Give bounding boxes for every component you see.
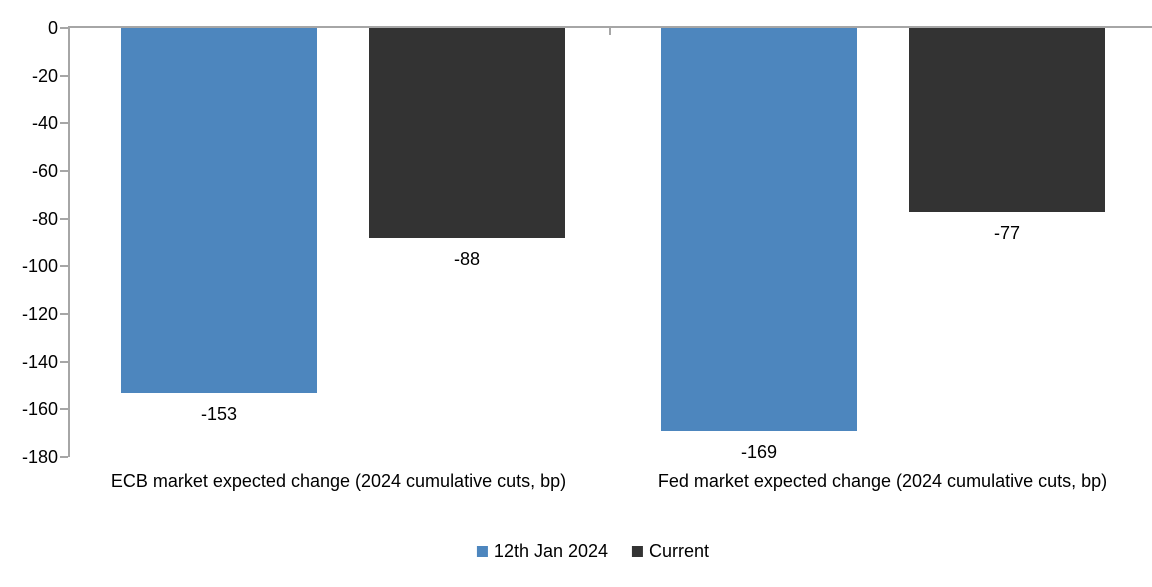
y-tick-mark xyxy=(60,74,68,77)
bar-value-label: -169 xyxy=(740,442,778,462)
y-tick-label: -140 xyxy=(21,351,58,372)
y-tick-label: -60 xyxy=(31,161,58,181)
bar-value-label: -77 xyxy=(993,223,1020,243)
y-tick-label: -20 xyxy=(31,65,58,86)
y-tick-label: -160 xyxy=(21,399,58,420)
bar-value-label: -153 xyxy=(200,404,238,424)
y-tick-label: -100 xyxy=(21,256,58,277)
y-tick-label: -40 xyxy=(31,113,58,134)
bar: -169 xyxy=(661,28,857,462)
y-tick-mark xyxy=(60,27,68,29)
legend: 12th Jan 2024 Current xyxy=(476,541,709,561)
y-tick-mark xyxy=(60,265,68,268)
legend-swatch-current xyxy=(632,545,644,557)
y-tick-label: -120 xyxy=(21,304,58,324)
legend-item-current: Current xyxy=(632,541,709,561)
y-tick-label: -80 xyxy=(31,208,58,229)
legend-label-current: Current xyxy=(649,541,710,561)
legend-item-12th-jan-2024: 12th Jan 2024 xyxy=(476,541,609,561)
y-tick-mark xyxy=(60,456,68,458)
category-label-ecb: ECB market expected change (2024 cumulat… xyxy=(110,471,567,491)
y-tick-label: -180 xyxy=(21,447,58,467)
legend-label-12th-jan-2024: 12th Jan 2024 xyxy=(493,541,609,561)
y-tick-mark xyxy=(60,122,68,125)
legend-swatch-12th-jan-2024 xyxy=(476,545,488,557)
y-tick-mark xyxy=(60,313,68,315)
y-axis-line xyxy=(68,26,70,457)
bar: -153 xyxy=(121,28,317,424)
category-label-fed: Fed market expected change (2024 cumulat… xyxy=(657,471,1108,491)
category-separator-tick xyxy=(609,28,611,35)
x-axis-zero-line xyxy=(70,26,1152,28)
y-tick-mark xyxy=(60,360,68,363)
y-tick-mark xyxy=(60,217,68,220)
y-tick-mark xyxy=(60,408,68,411)
bar: -77 xyxy=(909,28,1105,243)
bar-value-label: -88 xyxy=(453,249,480,269)
y-tick-mark xyxy=(60,170,68,172)
bar: -88 xyxy=(369,28,565,269)
y-tick-label: 0 xyxy=(47,18,58,38)
